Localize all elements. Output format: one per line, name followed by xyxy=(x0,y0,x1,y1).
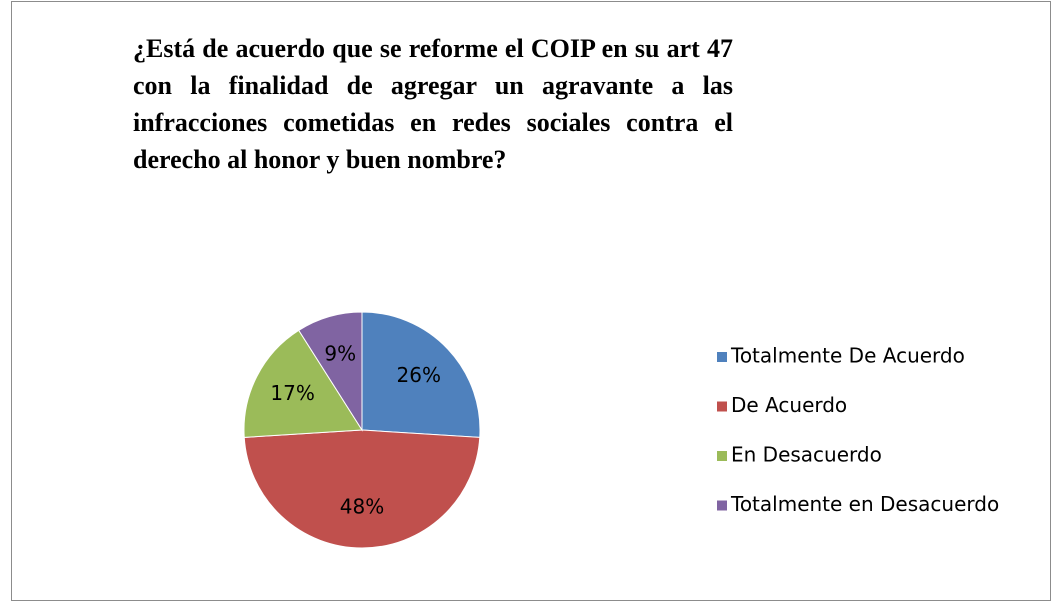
pie-slice xyxy=(361,311,481,438)
data-label: 9% xyxy=(324,342,356,366)
data-label: 17% xyxy=(270,381,314,405)
data-label: 26% xyxy=(397,363,441,387)
legend-swatch xyxy=(717,352,727,362)
pie-slice xyxy=(243,429,481,549)
legend-swatch xyxy=(717,451,727,461)
pie-slice xyxy=(298,311,363,432)
legend-label: Totalmente en Desacuerdo xyxy=(730,492,999,516)
legend-swatch xyxy=(717,500,727,511)
legend-label: De Acuerdo xyxy=(731,393,847,417)
legend-swatch xyxy=(717,401,727,412)
chart-title: ¿Está de acuerdo que se reforme el COIP … xyxy=(133,34,733,174)
legend-label: Totalmente De Acuerdo xyxy=(730,344,965,368)
data-label: 48% xyxy=(340,494,384,518)
legend-label: En Desacuerdo xyxy=(731,443,882,467)
pie-slice xyxy=(243,329,363,438)
